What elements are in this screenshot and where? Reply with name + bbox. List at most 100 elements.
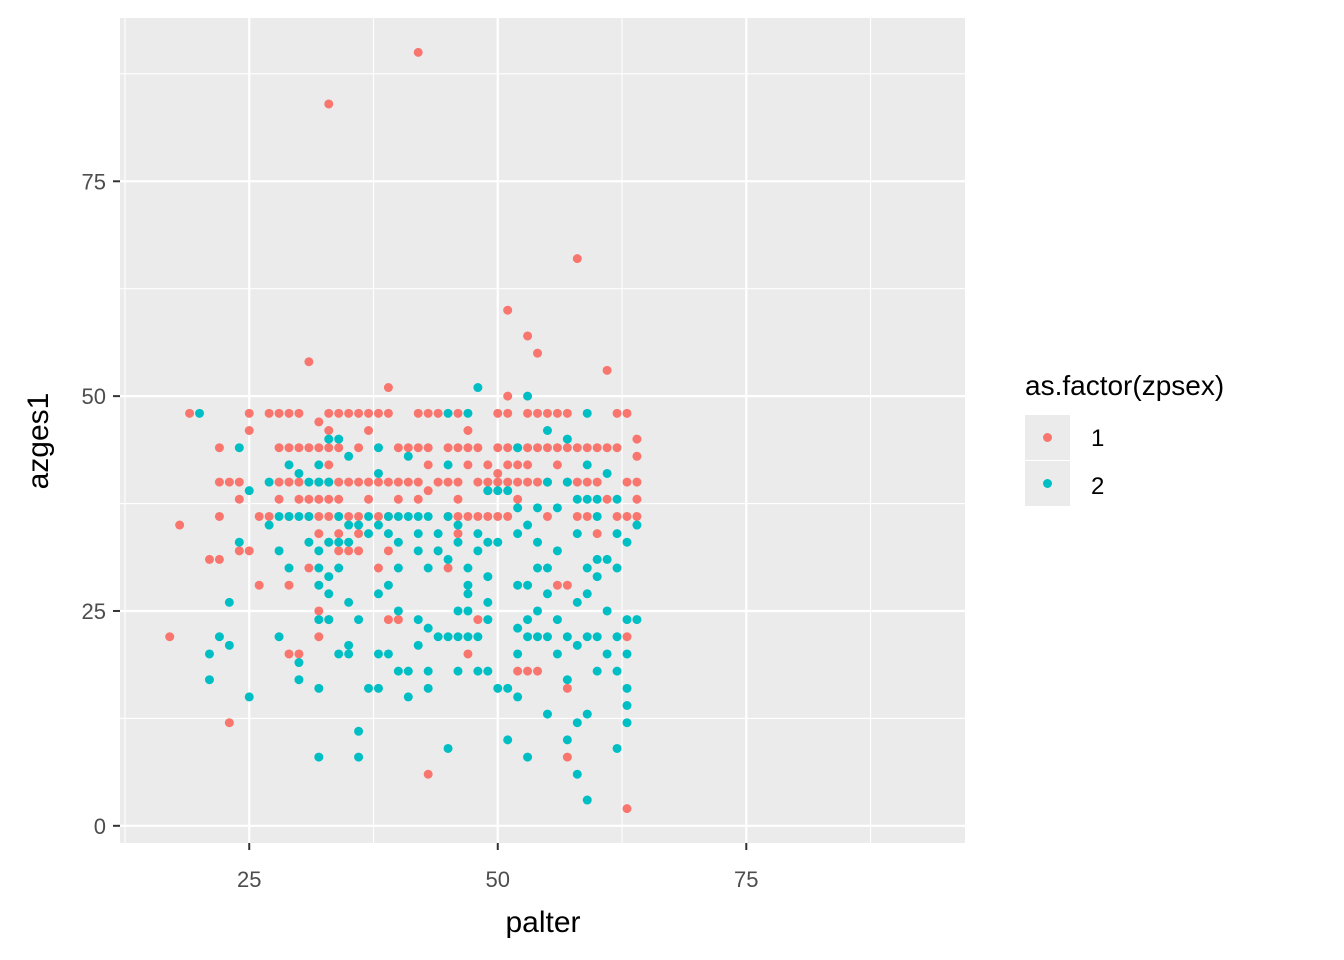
data-point-series-2: [493, 537, 503, 547]
data-point-series-2: [572, 494, 582, 504]
data-point-series-1: [542, 443, 552, 453]
data-point-series-2: [373, 520, 383, 530]
data-point-series-1: [324, 426, 334, 435]
data-point-series-2: [354, 726, 364, 736]
legend-title: as.factor(zpsex): [1025, 370, 1224, 401]
data-point-series-1: [523, 477, 533, 487]
data-point-series-1: [383, 477, 393, 487]
data-point-series-1: [334, 477, 344, 487]
data-point-series-1: [314, 529, 324, 539]
data-point-series-1: [294, 408, 304, 418]
data-point-series-1: [562, 443, 572, 453]
data-point-series-1: [234, 477, 244, 487]
data-point-series-1: [453, 529, 463, 539]
data-point-series-2: [602, 649, 612, 659]
data-point-series-1: [334, 443, 344, 453]
data-point-series-1: [562, 683, 572, 693]
data-point-series-1: [354, 546, 364, 556]
data-point-series-2: [195, 408, 205, 418]
data-point-series-1: [324, 511, 334, 521]
data-point-series-1: [393, 494, 403, 504]
data-point-series-2: [344, 640, 354, 650]
data-point-series-2: [453, 666, 463, 676]
data-point-series-1: [523, 408, 533, 418]
data-point-series-2: [383, 649, 393, 659]
data-point-series-2: [304, 511, 314, 521]
data-point-series-1: [324, 443, 334, 453]
data-point-series-2: [433, 546, 443, 556]
data-point-series-1: [314, 443, 324, 453]
data-point-series-1: [433, 408, 443, 418]
data-point-series-1: [572, 254, 582, 264]
data-point-series-1: [284, 477, 294, 487]
data-point-series-2: [294, 511, 304, 521]
data-point-series-1: [304, 357, 314, 367]
data-point-series-1: [562, 752, 572, 762]
data-point-series-2: [562, 675, 572, 685]
data-point-series-2: [274, 511, 284, 521]
data-point-series-1: [383, 408, 393, 418]
data-point-series-2: [234, 443, 244, 453]
data-point-series-2: [334, 434, 344, 444]
data-point-series-2: [572, 718, 582, 728]
data-point-series-1: [602, 494, 612, 504]
data-point-series-1: [314, 417, 324, 427]
data-point-series-1: [284, 408, 294, 418]
x-tick-label: 75: [734, 867, 758, 892]
data-point-series-2: [314, 563, 324, 573]
data-point-series-1: [433, 477, 443, 487]
data-point-series-2: [224, 640, 234, 650]
data-point-series-1: [264, 511, 274, 521]
data-point-series-1: [562, 408, 572, 418]
data-point-series-2: [314, 752, 324, 762]
data-point-series-2: [244, 692, 254, 702]
data-point-series-1: [383, 383, 393, 393]
data-point-series-2: [582, 709, 592, 719]
data-point-series-1: [513, 460, 523, 470]
x-tick-label: 25: [237, 867, 261, 892]
data-point-series-1: [244, 546, 254, 556]
data-point-series-2: [224, 597, 234, 607]
data-point-series-2: [324, 589, 334, 599]
data-point-series-2: [334, 563, 344, 573]
data-point-series-2: [533, 563, 543, 573]
data-point-series-1: [453, 477, 463, 487]
data-point-series-1: [294, 494, 304, 504]
data-point-series-2: [562, 735, 572, 745]
data-point-series-2: [483, 572, 493, 582]
data-point-series-2: [373, 443, 383, 453]
data-point-series-1: [214, 511, 224, 521]
data-point-series-1: [165, 632, 175, 642]
data-point-series-2: [264, 520, 274, 530]
data-point-series-1: [294, 443, 304, 453]
data-point-series-1: [423, 443, 433, 453]
data-point-series-1: [274, 408, 284, 418]
data-point-series-2: [523, 632, 533, 642]
data-point-series-2: [552, 546, 562, 556]
data-point-series-2: [324, 477, 334, 487]
data-point-series-2: [533, 632, 543, 642]
data-point-series-1: [493, 443, 503, 453]
data-point-series-1: [423, 460, 433, 470]
data-point-series-2: [552, 503, 562, 513]
data-point-series-1: [214, 477, 224, 487]
data-point-series-1: [552, 443, 562, 453]
data-point-series-1: [304, 443, 314, 453]
data-point-series-2: [344, 520, 354, 530]
data-point-series-1: [582, 443, 592, 453]
data-point-series-2: [453, 537, 463, 547]
data-point-series-1: [373, 408, 383, 418]
data-point-series-1: [423, 486, 433, 496]
data-point-series-1: [224, 477, 234, 487]
data-point-series-2: [324, 615, 334, 625]
data-point-series-2: [572, 597, 582, 607]
data-point-series-1: [632, 494, 642, 504]
grid-major: [120, 18, 965, 843]
data-point-series-2: [364, 529, 374, 539]
y-tick-label: 0: [94, 814, 106, 839]
data-point-series-1: [264, 408, 274, 418]
y-tick-label: 75: [82, 169, 106, 194]
data-point-series-1: [314, 494, 324, 504]
y-axis-title: azges1: [22, 393, 55, 490]
data-point-series-1: [373, 477, 383, 487]
